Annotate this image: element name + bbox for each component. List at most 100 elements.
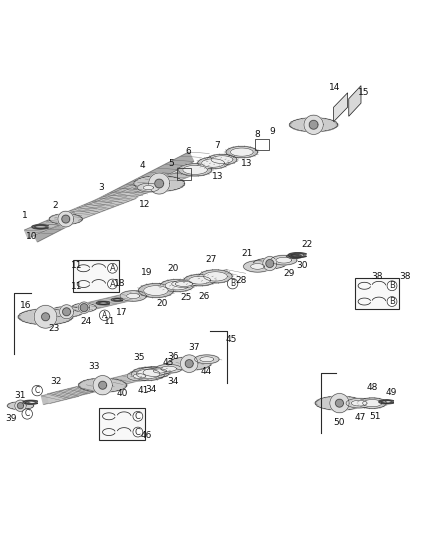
Text: 38: 38 xyxy=(399,272,411,281)
Polygon shape xyxy=(330,393,349,413)
Text: 12: 12 xyxy=(139,200,151,209)
Polygon shape xyxy=(201,159,224,167)
Text: 38: 38 xyxy=(371,272,382,281)
Circle shape xyxy=(32,385,42,396)
FancyBboxPatch shape xyxy=(74,260,119,292)
Polygon shape xyxy=(161,366,177,372)
Polygon shape xyxy=(111,298,123,301)
Text: 35: 35 xyxy=(134,353,145,362)
Polygon shape xyxy=(155,179,163,188)
FancyBboxPatch shape xyxy=(99,408,145,440)
Polygon shape xyxy=(336,399,343,407)
Text: 49: 49 xyxy=(385,387,397,397)
Circle shape xyxy=(99,310,110,320)
Polygon shape xyxy=(133,374,145,378)
Text: 11: 11 xyxy=(71,282,82,290)
Polygon shape xyxy=(180,355,198,373)
Text: 51: 51 xyxy=(370,412,381,421)
Polygon shape xyxy=(138,284,173,297)
Text: A: A xyxy=(110,279,115,288)
Text: 13: 13 xyxy=(241,158,253,167)
Polygon shape xyxy=(149,367,171,375)
Polygon shape xyxy=(230,148,253,156)
Text: C: C xyxy=(35,386,40,395)
Polygon shape xyxy=(62,215,70,223)
Polygon shape xyxy=(15,400,26,411)
Polygon shape xyxy=(131,367,165,381)
Text: 17: 17 xyxy=(116,309,127,317)
Polygon shape xyxy=(185,360,193,368)
Text: 6: 6 xyxy=(186,147,191,156)
Text: 19: 19 xyxy=(141,268,153,277)
Text: 11: 11 xyxy=(104,317,116,326)
Polygon shape xyxy=(74,188,136,220)
Polygon shape xyxy=(144,286,168,295)
Polygon shape xyxy=(266,260,274,268)
Polygon shape xyxy=(66,270,229,316)
Text: 36: 36 xyxy=(167,352,179,361)
Text: A: A xyxy=(102,311,107,320)
Polygon shape xyxy=(25,173,163,238)
Polygon shape xyxy=(136,369,160,378)
Polygon shape xyxy=(351,400,367,406)
Polygon shape xyxy=(271,255,297,265)
Polygon shape xyxy=(42,356,205,405)
Polygon shape xyxy=(72,303,96,312)
Polygon shape xyxy=(23,400,38,404)
Polygon shape xyxy=(18,402,24,409)
Polygon shape xyxy=(175,281,193,286)
Polygon shape xyxy=(32,225,49,229)
Text: B: B xyxy=(389,297,395,306)
Text: 34: 34 xyxy=(167,377,179,386)
Polygon shape xyxy=(290,118,338,132)
Text: 46: 46 xyxy=(141,431,152,440)
Text: 3: 3 xyxy=(98,183,104,192)
Polygon shape xyxy=(148,173,170,194)
Polygon shape xyxy=(183,165,207,174)
Text: 33: 33 xyxy=(88,362,99,372)
Text: 13: 13 xyxy=(212,172,223,181)
Text: 20: 20 xyxy=(157,298,168,308)
Polygon shape xyxy=(286,254,301,259)
Polygon shape xyxy=(42,313,49,321)
Text: 27: 27 xyxy=(205,255,217,264)
Polygon shape xyxy=(153,369,166,373)
Polygon shape xyxy=(7,402,34,410)
Polygon shape xyxy=(167,357,211,370)
Polygon shape xyxy=(138,183,159,192)
Polygon shape xyxy=(63,308,71,316)
Polygon shape xyxy=(33,152,194,242)
Polygon shape xyxy=(198,157,228,169)
Text: 4: 4 xyxy=(140,160,145,169)
Text: 50: 50 xyxy=(333,418,344,427)
Polygon shape xyxy=(138,367,170,378)
Text: 21: 21 xyxy=(241,249,252,258)
Text: 16: 16 xyxy=(20,301,32,310)
Text: 20: 20 xyxy=(168,263,179,272)
Polygon shape xyxy=(199,270,232,283)
Text: 44: 44 xyxy=(200,367,212,376)
Text: C: C xyxy=(135,427,141,437)
Polygon shape xyxy=(244,261,272,272)
Polygon shape xyxy=(58,211,74,227)
Text: 32: 32 xyxy=(51,377,62,386)
Polygon shape xyxy=(178,164,212,176)
Text: 1: 1 xyxy=(22,211,28,220)
Polygon shape xyxy=(155,365,182,373)
Text: A: A xyxy=(110,264,115,273)
Text: 5: 5 xyxy=(168,158,174,167)
Polygon shape xyxy=(93,376,112,395)
Text: 47: 47 xyxy=(355,413,366,422)
Polygon shape xyxy=(207,155,237,165)
Text: 28: 28 xyxy=(235,276,247,285)
Polygon shape xyxy=(211,156,233,164)
Polygon shape xyxy=(60,305,74,319)
Bar xyxy=(254,139,268,150)
Circle shape xyxy=(22,409,32,419)
Text: 24: 24 xyxy=(81,317,92,326)
Polygon shape xyxy=(160,279,194,292)
Polygon shape xyxy=(143,368,165,376)
Polygon shape xyxy=(276,257,292,263)
Polygon shape xyxy=(80,304,88,312)
Polygon shape xyxy=(134,176,184,191)
